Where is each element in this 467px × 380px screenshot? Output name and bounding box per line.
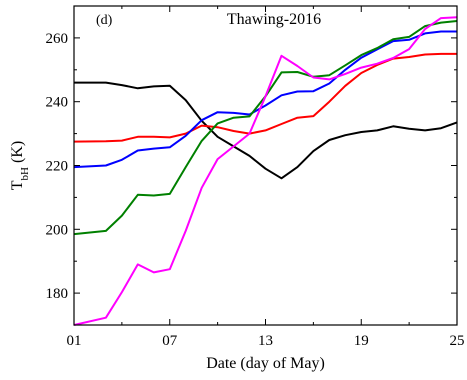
x-tick-label: 13 xyxy=(258,333,273,349)
series-layer xyxy=(73,16,458,326)
y-axis-ticks: 180 200 220 240 260 xyxy=(46,5,457,326)
series-line xyxy=(73,20,458,236)
panel-label: (d) xyxy=(96,13,113,28)
x-axis-ticks: 01 07 13 19 25 xyxy=(67,6,465,349)
chart-title: Thawing-2016 xyxy=(227,11,321,28)
y-tick-label: 240 xyxy=(46,95,69,111)
y-tick-label: 200 xyxy=(46,222,69,238)
y-tick-label: 180 xyxy=(46,286,69,302)
y-tick-label: 260 xyxy=(46,31,69,47)
x-tick-label: 07 xyxy=(162,333,178,349)
series-line xyxy=(73,52,457,143)
y-tick-label: 220 xyxy=(46,159,69,175)
x-tick-label: 19 xyxy=(354,333,369,349)
series-line xyxy=(73,16,458,326)
y-axis-title-unit: (K) xyxy=(9,141,26,167)
series-line xyxy=(74,81,458,180)
x-axis-title: Date (day of May) xyxy=(206,355,325,372)
y-axis-title-main: T xyxy=(9,180,26,190)
x-tick-label: 01 xyxy=(67,333,82,349)
series-line xyxy=(73,30,457,169)
x-tick-label: 25 xyxy=(450,333,465,349)
y-axis-title-sub: bH xyxy=(19,167,31,181)
y-axis-title: TbH (K) xyxy=(9,141,31,190)
